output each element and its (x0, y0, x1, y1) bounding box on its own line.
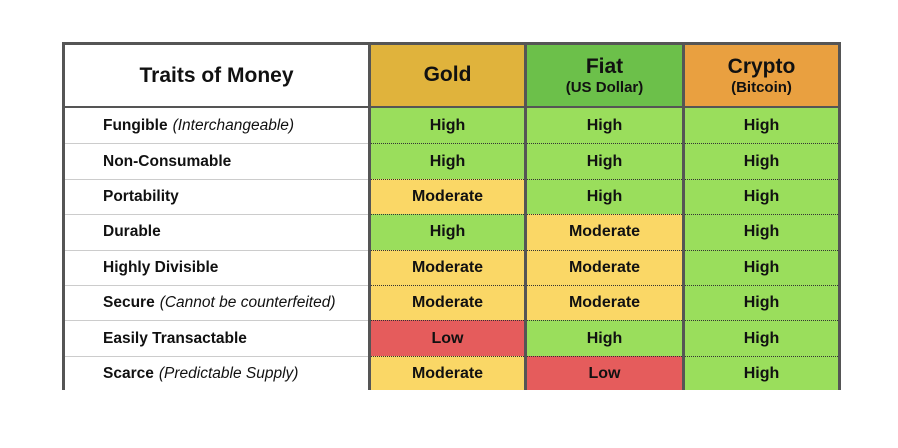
rating-cell: High (685, 355, 838, 390)
rating-cell: High (685, 249, 838, 285)
rating-cell: High (527, 178, 682, 215)
rating-cell: Low (371, 320, 524, 356)
row-label: Secure (Cannot be counterfeited) (65, 285, 368, 321)
rating: High (586, 329, 623, 347)
rating: Moderate (411, 364, 484, 382)
trait: Durable (103, 223, 161, 241)
rating: High (743, 223, 780, 241)
rating: Moderate (568, 294, 641, 312)
trait-note: (Predictable Supply) (158, 364, 299, 382)
rating-cell: High (685, 143, 838, 179)
column-sub: (US Dollar) (565, 78, 644, 96)
rating-cell: High (685, 285, 838, 321)
rating: Moderate (411, 294, 484, 312)
trait: Secure (103, 294, 155, 312)
trait: Scarce (103, 364, 154, 382)
rating-cell: High (527, 108, 682, 144)
rating-cell: High (527, 143, 682, 179)
column-name: Gold (423, 63, 472, 87)
column-header: Fiat (US Dollar) (527, 45, 682, 106)
column-header: Crypto (Bitcoin) (685, 45, 838, 106)
header-title-cell: Traits of Money (65, 45, 368, 106)
rating: High (429, 116, 466, 134)
rating-cell: Moderate (527, 214, 682, 250)
column-header: Gold (371, 45, 524, 106)
rating: Moderate (568, 258, 641, 276)
rating: High (743, 187, 780, 205)
rating-cell: Moderate (371, 178, 524, 215)
trait: Highly Divisible (103, 258, 219, 276)
rating-cell: Low (527, 355, 682, 390)
rating: Low (588, 364, 621, 382)
trait: Fungible (103, 116, 168, 134)
rating-cell: Moderate (527, 285, 682, 321)
rating: Moderate (411, 187, 484, 205)
rating: High (586, 116, 623, 134)
rating: Low (431, 329, 464, 347)
rating: High (743, 116, 780, 134)
rating-cell: High (527, 320, 682, 356)
rating: High (586, 187, 623, 205)
row-label: Highly Divisible (65, 249, 368, 285)
rating: High (743, 152, 780, 170)
column-sub: (Bitcoin) (731, 78, 792, 96)
row-label: Scarce (Predictable Supply) (65, 355, 368, 390)
rating-cell: Moderate (527, 249, 682, 285)
rating: High (743, 364, 780, 382)
rating: High (429, 223, 466, 241)
rating-cell: High (685, 320, 838, 356)
header-title: Traits of Money (139, 63, 294, 87)
rating: Moderate (568, 223, 641, 241)
trait: Non-Consumable (103, 152, 232, 170)
column-name: Crypto (727, 54, 796, 78)
rating: High (429, 152, 466, 170)
column-name: Fiat (585, 54, 624, 78)
rating: High (743, 329, 780, 347)
row-label: Fungible (Interchangeable) (65, 108, 368, 144)
trait-note: (Interchangeable) (172, 116, 295, 134)
rating: High (586, 152, 623, 170)
rating-cell: High (685, 108, 838, 144)
rating-cell: Moderate (371, 249, 524, 285)
rating: High (743, 258, 780, 276)
row-label: Non-Consumable (65, 143, 368, 179)
rating-cell: High (371, 108, 524, 144)
rating-cell: Moderate (371, 355, 524, 390)
row-label: Easily Transactable (65, 320, 368, 356)
rating: High (743, 294, 780, 312)
trait: Easily Transactable (103, 329, 247, 347)
rating: Moderate (411, 258, 484, 276)
rating-cell: Moderate (371, 285, 524, 321)
trait-note: (Cannot be counterfeited) (159, 294, 336, 312)
trait: Portability (103, 187, 179, 205)
row-label: Durable (65, 214, 368, 250)
rating-cell: High (371, 214, 524, 250)
rating-cell: High (371, 143, 524, 179)
rating-cell: High (685, 214, 838, 250)
row-label: Portability (65, 178, 368, 215)
traits-table: Traits of Money Gold Fiat (US Dollar) Crypto… (62, 42, 841, 390)
rating-cell: High (685, 178, 838, 215)
